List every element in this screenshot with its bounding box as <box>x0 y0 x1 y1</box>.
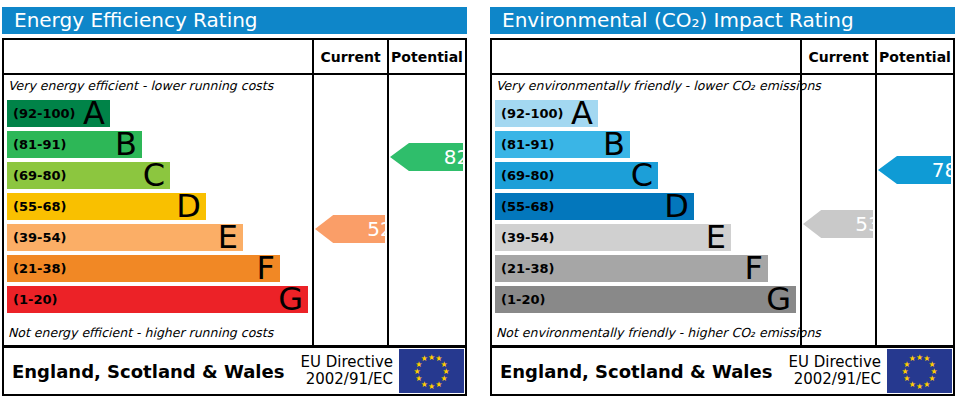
top-note: Very energy efficient - lower running co… <box>8 78 465 93</box>
band-letter: C <box>631 162 658 189</box>
band-range-label: (39-54) <box>495 230 554 245</box>
current-column-header: Current <box>312 40 387 73</box>
band-letter: A <box>83 100 110 127</box>
band-row-e: (39-54) E <box>7 224 243 251</box>
environment-panel-title: Environmental (CO₂) Impact Rating <box>490 7 955 34</box>
svg-text:★: ★ <box>435 380 442 389</box>
energy-table-body: Very energy efficient - lower running co… <box>4 75 465 345</box>
band-row-a: (92-100) A <box>7 100 110 127</box>
band-range-label: (69-80) <box>7 168 66 183</box>
eu-directive-line2: 2002/91/EC <box>301 371 393 388</box>
svg-text:★: ★ <box>421 354 428 363</box>
band-row-d: (55-68) D <box>495 193 694 220</box>
band-row-d: (55-68) D <box>7 193 206 220</box>
band-range-label: (55-68) <box>7 199 66 214</box>
energy-panel-title: Energy Efficiency Rating <box>2 7 467 34</box>
band-letter: D <box>664 193 694 220</box>
svg-text:★: ★ <box>428 382 435 391</box>
eu-flag-icon: ★★★ ★★★ ★★★ ★★★ <box>887 349 952 393</box>
band-letter: F <box>745 255 768 282</box>
svg-text:★: ★ <box>916 353 923 362</box>
band-letter: C <box>143 162 170 189</box>
band-range-label: (92-100) <box>495 106 564 121</box>
potential-rating-value: 82 <box>444 145 465 169</box>
svg-text:★: ★ <box>923 380 930 389</box>
band-letter: G <box>278 286 308 313</box>
energy-bands: (92-100) A (81-91) B (69-80) C (55-68) D <box>7 100 465 313</box>
band-range-label: (55-68) <box>495 199 554 214</box>
svg-text:★: ★ <box>909 354 916 363</box>
column-header-spacer <box>4 40 312 73</box>
band-range-label: (69-80) <box>495 168 554 183</box>
band-letter: B <box>603 131 630 158</box>
band-letter: G <box>766 286 796 313</box>
bottom-note: Not environmentally friendly - higher CO… <box>496 325 821 340</box>
environment-panel-footer: England, Scotland & Wales EU Directive 2… <box>490 346 955 396</box>
svg-text:★: ★ <box>428 353 435 362</box>
band-range-label: (1-20) <box>7 292 57 307</box>
energy-panel-footer: England, Scotland & Wales EU Directive 2… <box>2 346 467 396</box>
band-letter: D <box>176 193 206 220</box>
environment-bands: (92-100) A (81-91) B (69-80) C (55-68) D <box>495 100 953 313</box>
current-column-header: Current <box>800 40 875 73</box>
band-range-label: (21-38) <box>495 261 554 276</box>
column-header-row: Current Potential <box>492 40 953 75</box>
potential-column-divider <box>875 75 877 345</box>
eu-directive-line1: EU Directive <box>301 354 393 371</box>
band-range-label: (21-38) <box>7 261 66 276</box>
band-row-c: (69-80) C <box>495 162 658 189</box>
eu-directive-label: EU Directive 2002/91/EC <box>301 354 399 388</box>
band-letter: E <box>706 224 731 251</box>
band-letter: B <box>115 131 142 158</box>
band-row-a: (92-100) A <box>495 100 598 127</box>
band-row-f: (21-38) F <box>495 255 768 282</box>
band-letter: A <box>571 100 598 127</box>
band-row-g: (1-20) G <box>7 286 308 313</box>
band-row-b: (81-91) B <box>7 131 142 158</box>
eu-directive-line2: 2002/91/EC <box>789 371 881 388</box>
bottom-note: Not energy efficient - higher running co… <box>8 325 273 340</box>
band-row-c: (69-80) C <box>7 162 170 189</box>
region-label: England, Scotland & Wales <box>4 361 301 382</box>
energy-rating-table: Current Potential Very energy efficient … <box>2 38 467 347</box>
eu-flag-icon: ★★★ ★★★ ★★★ ★★★ <box>399 349 464 393</box>
band-range-label: (39-54) <box>7 230 66 245</box>
region-label: England, Scotland & Wales <box>492 361 789 382</box>
environmental-impact-panel: Environmental (CO₂) Impact Rating Curren… <box>490 7 955 397</box>
epc-certificate-charts: Energy Efficiency Rating Current Potenti… <box>0 0 957 404</box>
eu-directive-label: EU Directive 2002/91/EC <box>789 354 887 388</box>
current-column-divider <box>800 75 802 345</box>
potential-column-header: Potential <box>875 40 953 73</box>
band-letter: F <box>257 255 280 282</box>
band-letter: E <box>218 224 243 251</box>
environment-rating-table: Current Potential Very environmentally f… <box>490 38 955 347</box>
top-note: Very environmentally friendly - lower CO… <box>496 78 953 93</box>
eu-directive-line1: EU Directive <box>789 354 881 371</box>
energy-efficiency-panel: Energy Efficiency Rating Current Potenti… <box>2 7 467 397</box>
column-header-spacer <box>492 40 800 73</box>
band-range-label: (1-20) <box>495 292 545 307</box>
svg-text:★: ★ <box>916 382 923 391</box>
band-range-label: (92-100) <box>7 106 76 121</box>
potential-rating-value: 78 <box>932 158 953 182</box>
band-row-e: (39-54) E <box>495 224 731 251</box>
environment-table-body: Very environmentally friendly - lower CO… <box>492 75 953 345</box>
band-row-b: (81-91) B <box>495 131 630 158</box>
current-column-divider <box>312 75 314 345</box>
band-range-label: (81-91) <box>495 137 554 152</box>
potential-column-divider <box>387 75 389 345</box>
potential-column-header: Potential <box>387 40 465 73</box>
column-header-row: Current Potential <box>4 40 465 75</box>
band-row-f: (21-38) F <box>7 255 280 282</box>
band-row-g: (1-20) G <box>495 286 796 313</box>
band-range-label: (81-91) <box>7 137 66 152</box>
